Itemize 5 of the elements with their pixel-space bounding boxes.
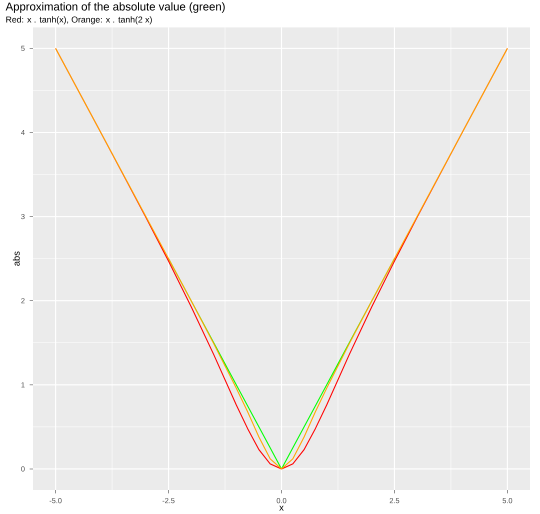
chart-subtitle: Red: x . tanh(x), Orange: x . tanh(2 x)	[6, 16, 152, 24]
y-axis-title: abs	[12, 251, 20, 266]
chart-title: Approximation of the absolute value (green)	[6, 2, 225, 13]
x-axis-title: x	[279, 506, 284, 511]
line-series	[55, 48, 508, 470]
